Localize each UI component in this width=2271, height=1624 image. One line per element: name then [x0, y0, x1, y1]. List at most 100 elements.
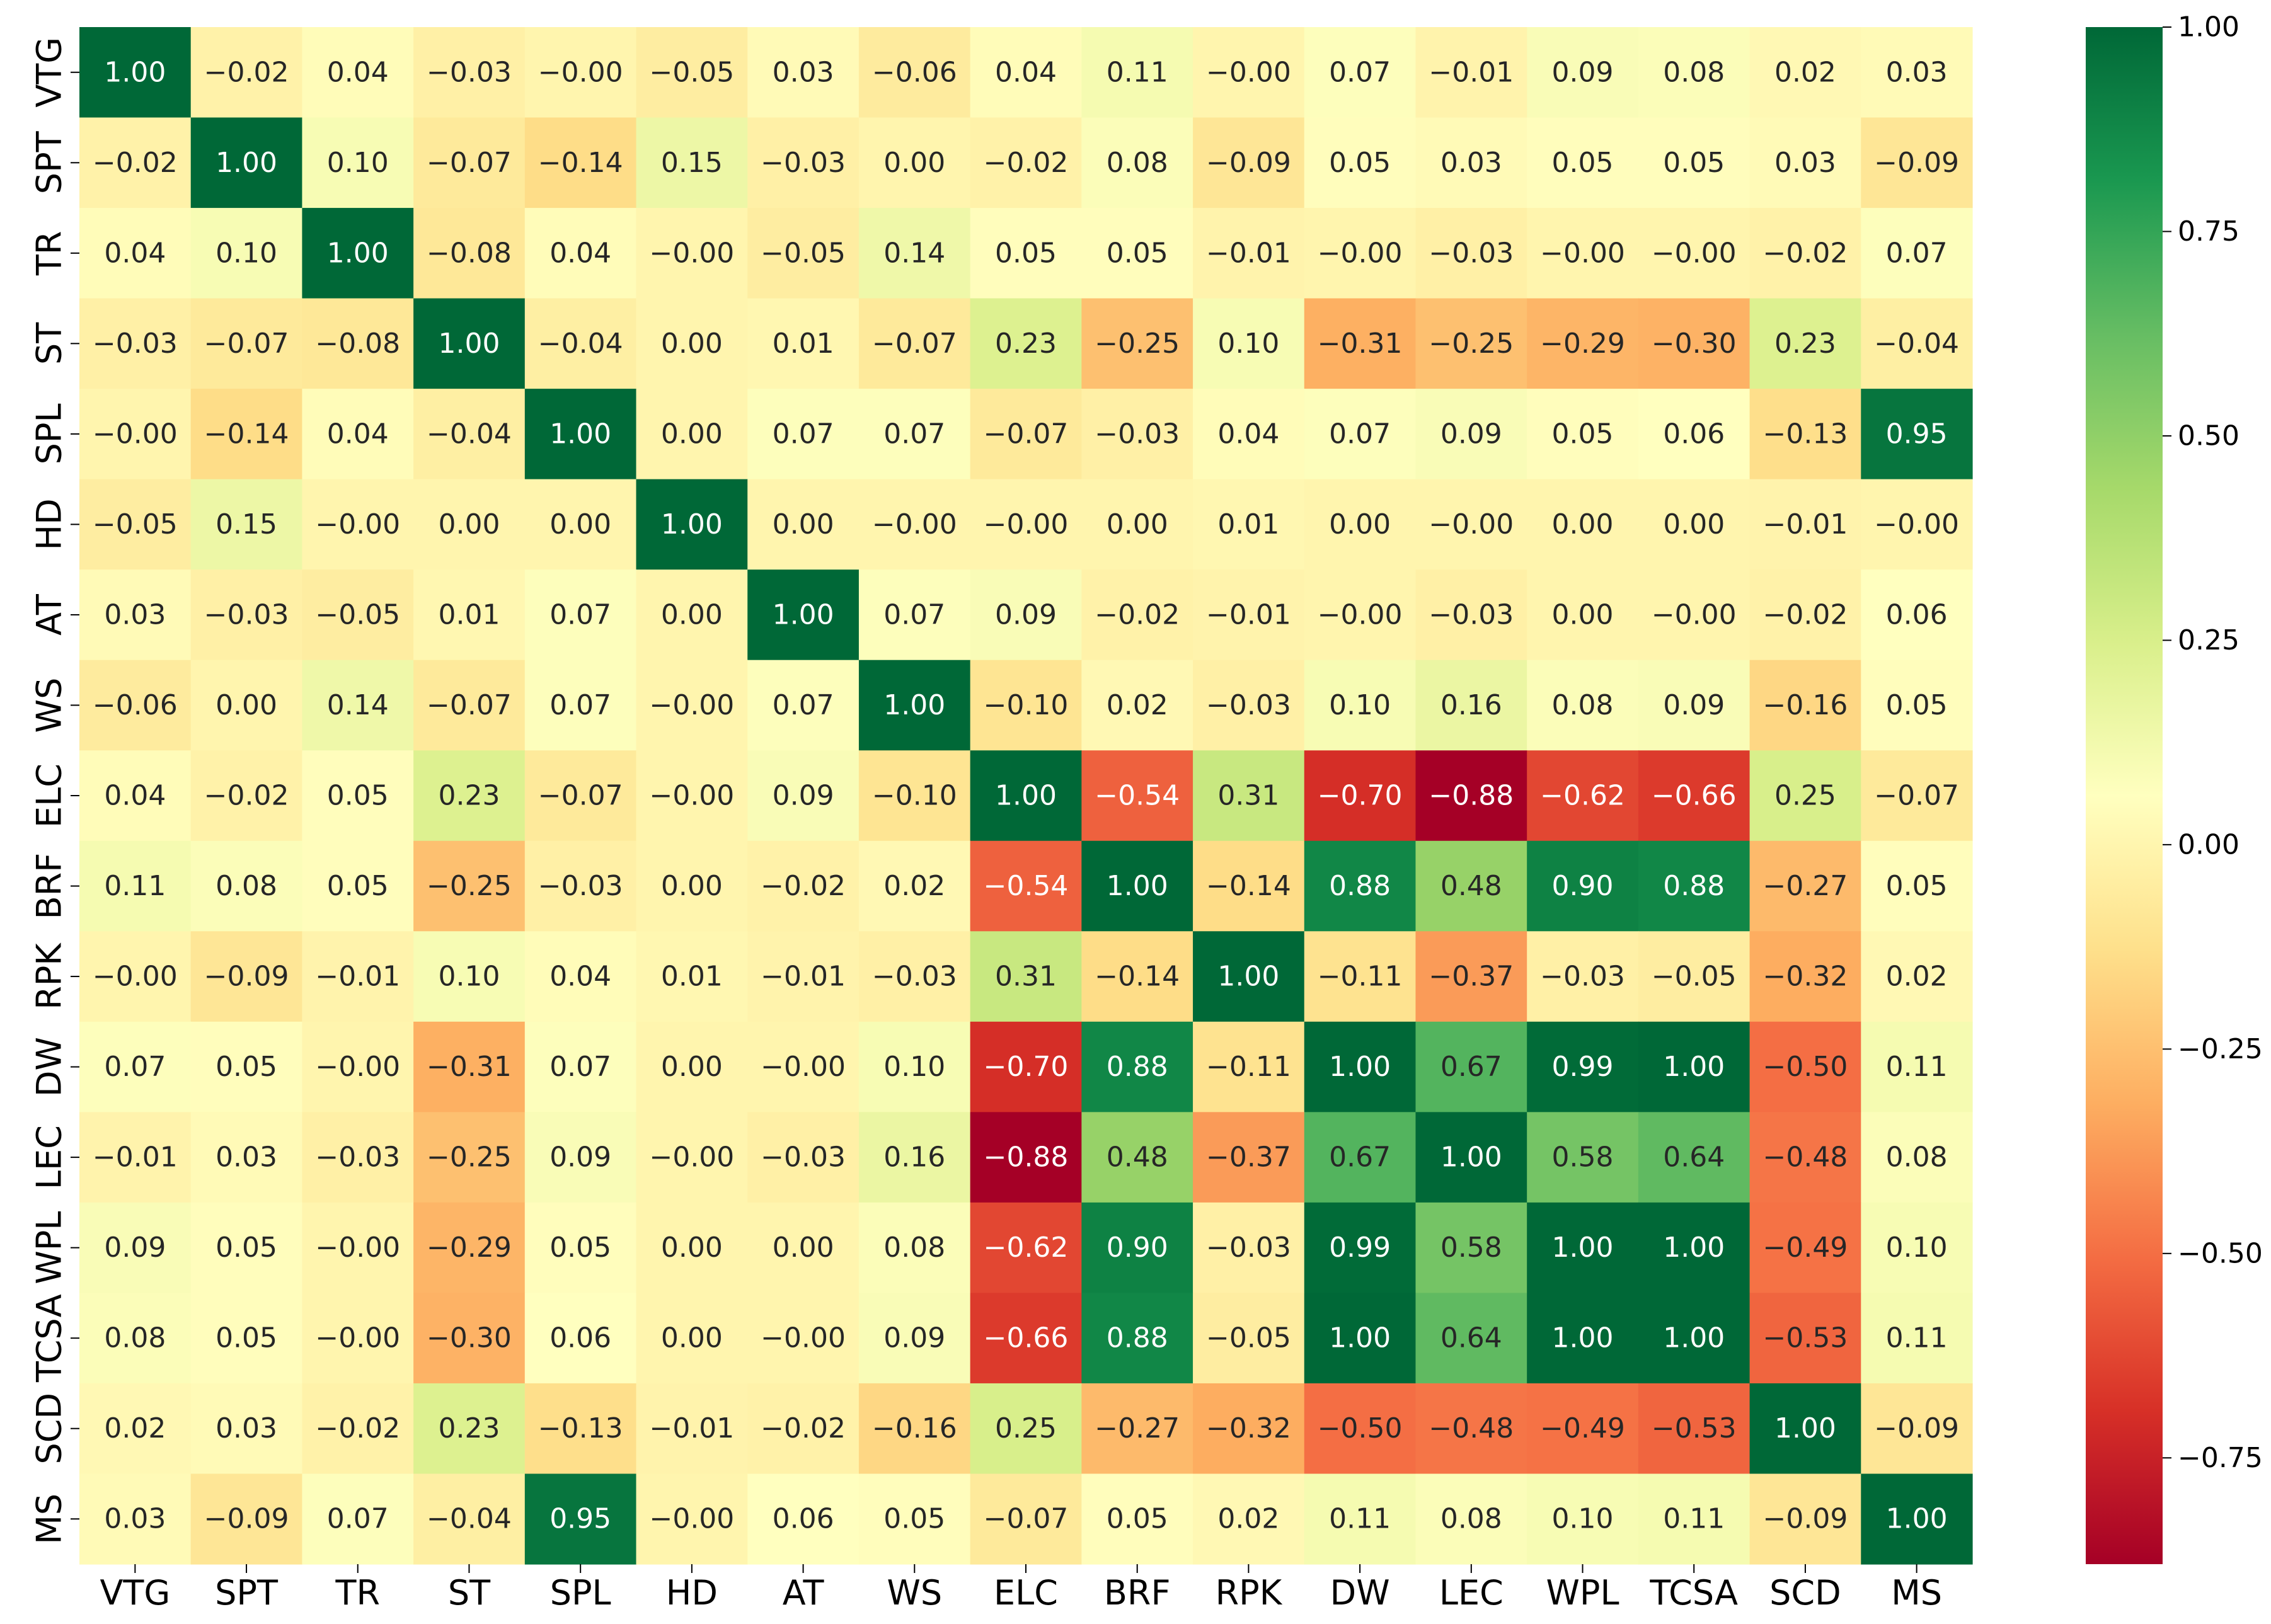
cell-annotation: −0.37: [1429, 961, 1514, 993]
cell-annotation: 0.07: [1329, 56, 1391, 88]
cell-annotation: 0.02: [1107, 689, 1168, 721]
colorbar-tick-label: −0.75: [2178, 1442, 2263, 1474]
cell-annotation: −0.06: [872, 56, 957, 88]
cell-annotation: −0.03: [315, 1141, 400, 1174]
heatmap-cell-brf-wpl: [1527, 840, 1639, 932]
heatmap-cell-st-vtg: [79, 298, 192, 389]
cell-annotation: 1.00: [104, 56, 166, 88]
cell-annotation: 0.00: [661, 1051, 723, 1083]
cell-annotation: −0.00: [649, 780, 734, 812]
cell-annotation: −0.00: [761, 1322, 846, 1354]
cell-annotation: 0.09: [104, 1232, 166, 1264]
cell-annotation: 0.03: [104, 1503, 166, 1535]
cell-annotation: −0.00: [984, 508, 1069, 540]
heatmap-cell-wpl-ms: [1861, 1202, 1973, 1294]
heatmap-cell-wpl-elc: [970, 1202, 1082, 1294]
heatmap-cell-at-hd: [636, 569, 748, 661]
cell-annotation: 0.05: [1107, 237, 1168, 269]
y-tick-label-spl: SPL: [30, 403, 69, 464]
heatmap-cell-tcsa-vtg: [79, 1293, 192, 1384]
heatmap-cell-ms-vtg: [79, 1473, 192, 1565]
cell-annotation: 0.04: [104, 780, 166, 812]
cell-annotation: 0.67: [1440, 1051, 1502, 1083]
cell-annotation: 0.02: [1886, 961, 1948, 993]
cell-annotation: 0.09: [995, 598, 1057, 631]
cell-annotation: 1.00: [1774, 1412, 1836, 1444]
cell-annotation: 0.00: [1663, 508, 1725, 540]
heatmap-cell-elc-brf: [1081, 750, 1193, 842]
y-tick-label-rpk: RPK: [29, 942, 69, 1010]
cell-annotation: 0.95: [549, 1503, 611, 1535]
cell-annotation: −0.09: [1206, 147, 1291, 179]
heatmap-cell-ws-spl: [524, 660, 637, 751]
cell-annotation: 0.00: [661, 1322, 723, 1354]
heatmap-cell-rpk-tcsa: [1638, 931, 1751, 1022]
heatmap-cell-spt-elc: [970, 117, 1082, 209]
cell-annotation: 0.08: [883, 1232, 945, 1264]
x-tick-label-rpk: RPK: [1216, 1573, 1283, 1613]
cell-annotation: 0.90: [1107, 1232, 1168, 1264]
cell-annotation: 0.05: [327, 780, 389, 812]
y-tick-label-tr: TR: [30, 231, 69, 277]
cell-annotation: −0.04: [427, 418, 512, 450]
cell-annotation: −0.00: [1652, 598, 1737, 631]
heatmap-cell-vtg-spt: [190, 27, 303, 118]
heatmap-cell-lec-ms: [1861, 1112, 1973, 1203]
colorbar-tick-label: 0.75: [2178, 215, 2239, 248]
heatmap-cell-brf-hd: [636, 840, 748, 932]
heatmap-cell-spl-ms: [1861, 389, 1973, 480]
cell-annotation: 0.25: [1774, 780, 1836, 812]
y-tick-label-scd: SCD: [29, 1393, 69, 1465]
heatmap-cell-dw-hd: [636, 1021, 748, 1112]
heatmap-cell-hd-vtg: [79, 479, 192, 570]
cell-annotation: 0.00: [773, 1232, 834, 1264]
cell-annotation: 0.23: [438, 1412, 500, 1444]
heatmap-cell-scd-hd: [636, 1383, 748, 1475]
heatmap-cell-elc-elc: [970, 750, 1082, 842]
cell-annotation: −0.03: [1095, 418, 1180, 450]
heatmap-cell-wpl-scd: [1749, 1202, 1861, 1294]
heatmap-cell-dw-spt: [190, 1021, 303, 1112]
cell-annotation: 0.06: [1886, 598, 1948, 631]
cell-annotation: 0.88: [1107, 1322, 1168, 1354]
heatmap-cell-dw-at: [747, 1021, 860, 1112]
cell-annotation: −0.07: [984, 418, 1069, 450]
cell-annotation: 0.03: [773, 56, 834, 88]
cell-annotation: −0.03: [538, 870, 623, 902]
heatmap-cell-at-at: [747, 569, 860, 661]
heatmap-cell-rpk-vtg: [79, 931, 192, 1022]
cell-annotation: −0.00: [1874, 508, 1959, 540]
cell-annotation: 0.04: [104, 237, 166, 269]
cell-annotation: 0.07: [1329, 418, 1391, 450]
cell-annotation: 0.08: [104, 1322, 166, 1354]
heatmap-cell-elc-at: [747, 750, 860, 842]
cell-annotation: 0.95: [1886, 418, 1948, 450]
cell-annotation: 0.02: [883, 870, 945, 902]
cell-annotation: 0.00: [661, 418, 723, 450]
heatmap-cell-hd-spt: [190, 479, 303, 570]
cell-annotation: −0.32: [1763, 961, 1848, 993]
heatmap-cell-spt-spl: [524, 117, 637, 209]
cell-annotation: 0.09: [1552, 56, 1614, 88]
y-tick-label-ms: MS: [29, 1494, 69, 1545]
heatmap-cell-wpl-rpk: [1193, 1202, 1305, 1294]
heatmap-cell-lec-ws: [858, 1112, 971, 1203]
y-tick-label-tcsa: TCSA: [29, 1294, 69, 1383]
heatmap-cell-hd-rpk: [1193, 479, 1305, 570]
cell-annotation: −0.00: [1429, 508, 1514, 540]
cell-annotation: 0.07: [549, 598, 611, 631]
cell-annotation: 0.05: [216, 1322, 277, 1354]
heatmap-cell-lec-scd: [1749, 1112, 1861, 1203]
heatmap-cell-wpl-tcsa: [1638, 1202, 1751, 1294]
heatmap-cell-vtg-vtg: [79, 27, 192, 118]
cell-annotation: 1.00: [883, 689, 945, 721]
heatmap-cell-rpk-spl: [524, 931, 637, 1022]
heatmap-cell-st-tcsa: [1638, 298, 1751, 389]
cell-annotation: 0.07: [327, 1503, 389, 1535]
cell-annotation: 0.00: [216, 689, 277, 721]
heatmap-cell-at-vtg: [79, 569, 192, 661]
heatmap-cell-tcsa-spl: [524, 1293, 637, 1384]
colorbar-ticks: 1.00 0.75 0.50 0.25 0.00 −0.25 −0.50 −0.75: [2163, 11, 2263, 1474]
heatmap-cell-st-brf: [1081, 298, 1193, 389]
cell-annotation: −0.48: [1763, 1141, 1848, 1174]
